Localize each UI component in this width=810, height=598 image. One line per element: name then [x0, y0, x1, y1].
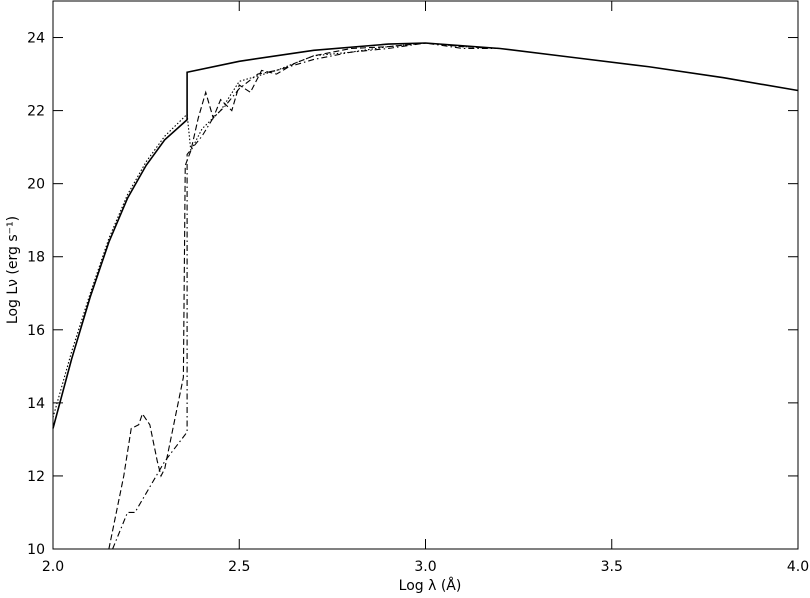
series-line — [52, 42, 799, 429]
y-tick-label: 10 — [27, 542, 45, 558]
y-tick-label: 22 — [27, 104, 45, 120]
y-tick-label: 20 — [27, 177, 45, 193]
x-tick-label: 3.5 — [601, 559, 623, 575]
series-line — [52, 42, 501, 418]
series-line — [112, 42, 500, 550]
y-tick-label: 12 — [27, 469, 45, 485]
x-tick-label: 2.5 — [228, 559, 250, 575]
y-tick-label: 14 — [27, 396, 45, 412]
x-tick-label: 3.0 — [414, 559, 436, 575]
series-line — [108, 42, 501, 550]
y-axis-label: Log Lν (erg s⁻¹) — [5, 216, 21, 324]
y-tick-label: 24 — [27, 31, 45, 47]
x-tick-label: 4.0 — [787, 559, 809, 575]
x-axis-label: Log λ (Å) — [399, 577, 462, 594]
x-tick-label: 2.0 — [42, 559, 64, 575]
y-tick-label: 18 — [27, 250, 45, 266]
y-tick-label: 16 — [27, 323, 45, 339]
